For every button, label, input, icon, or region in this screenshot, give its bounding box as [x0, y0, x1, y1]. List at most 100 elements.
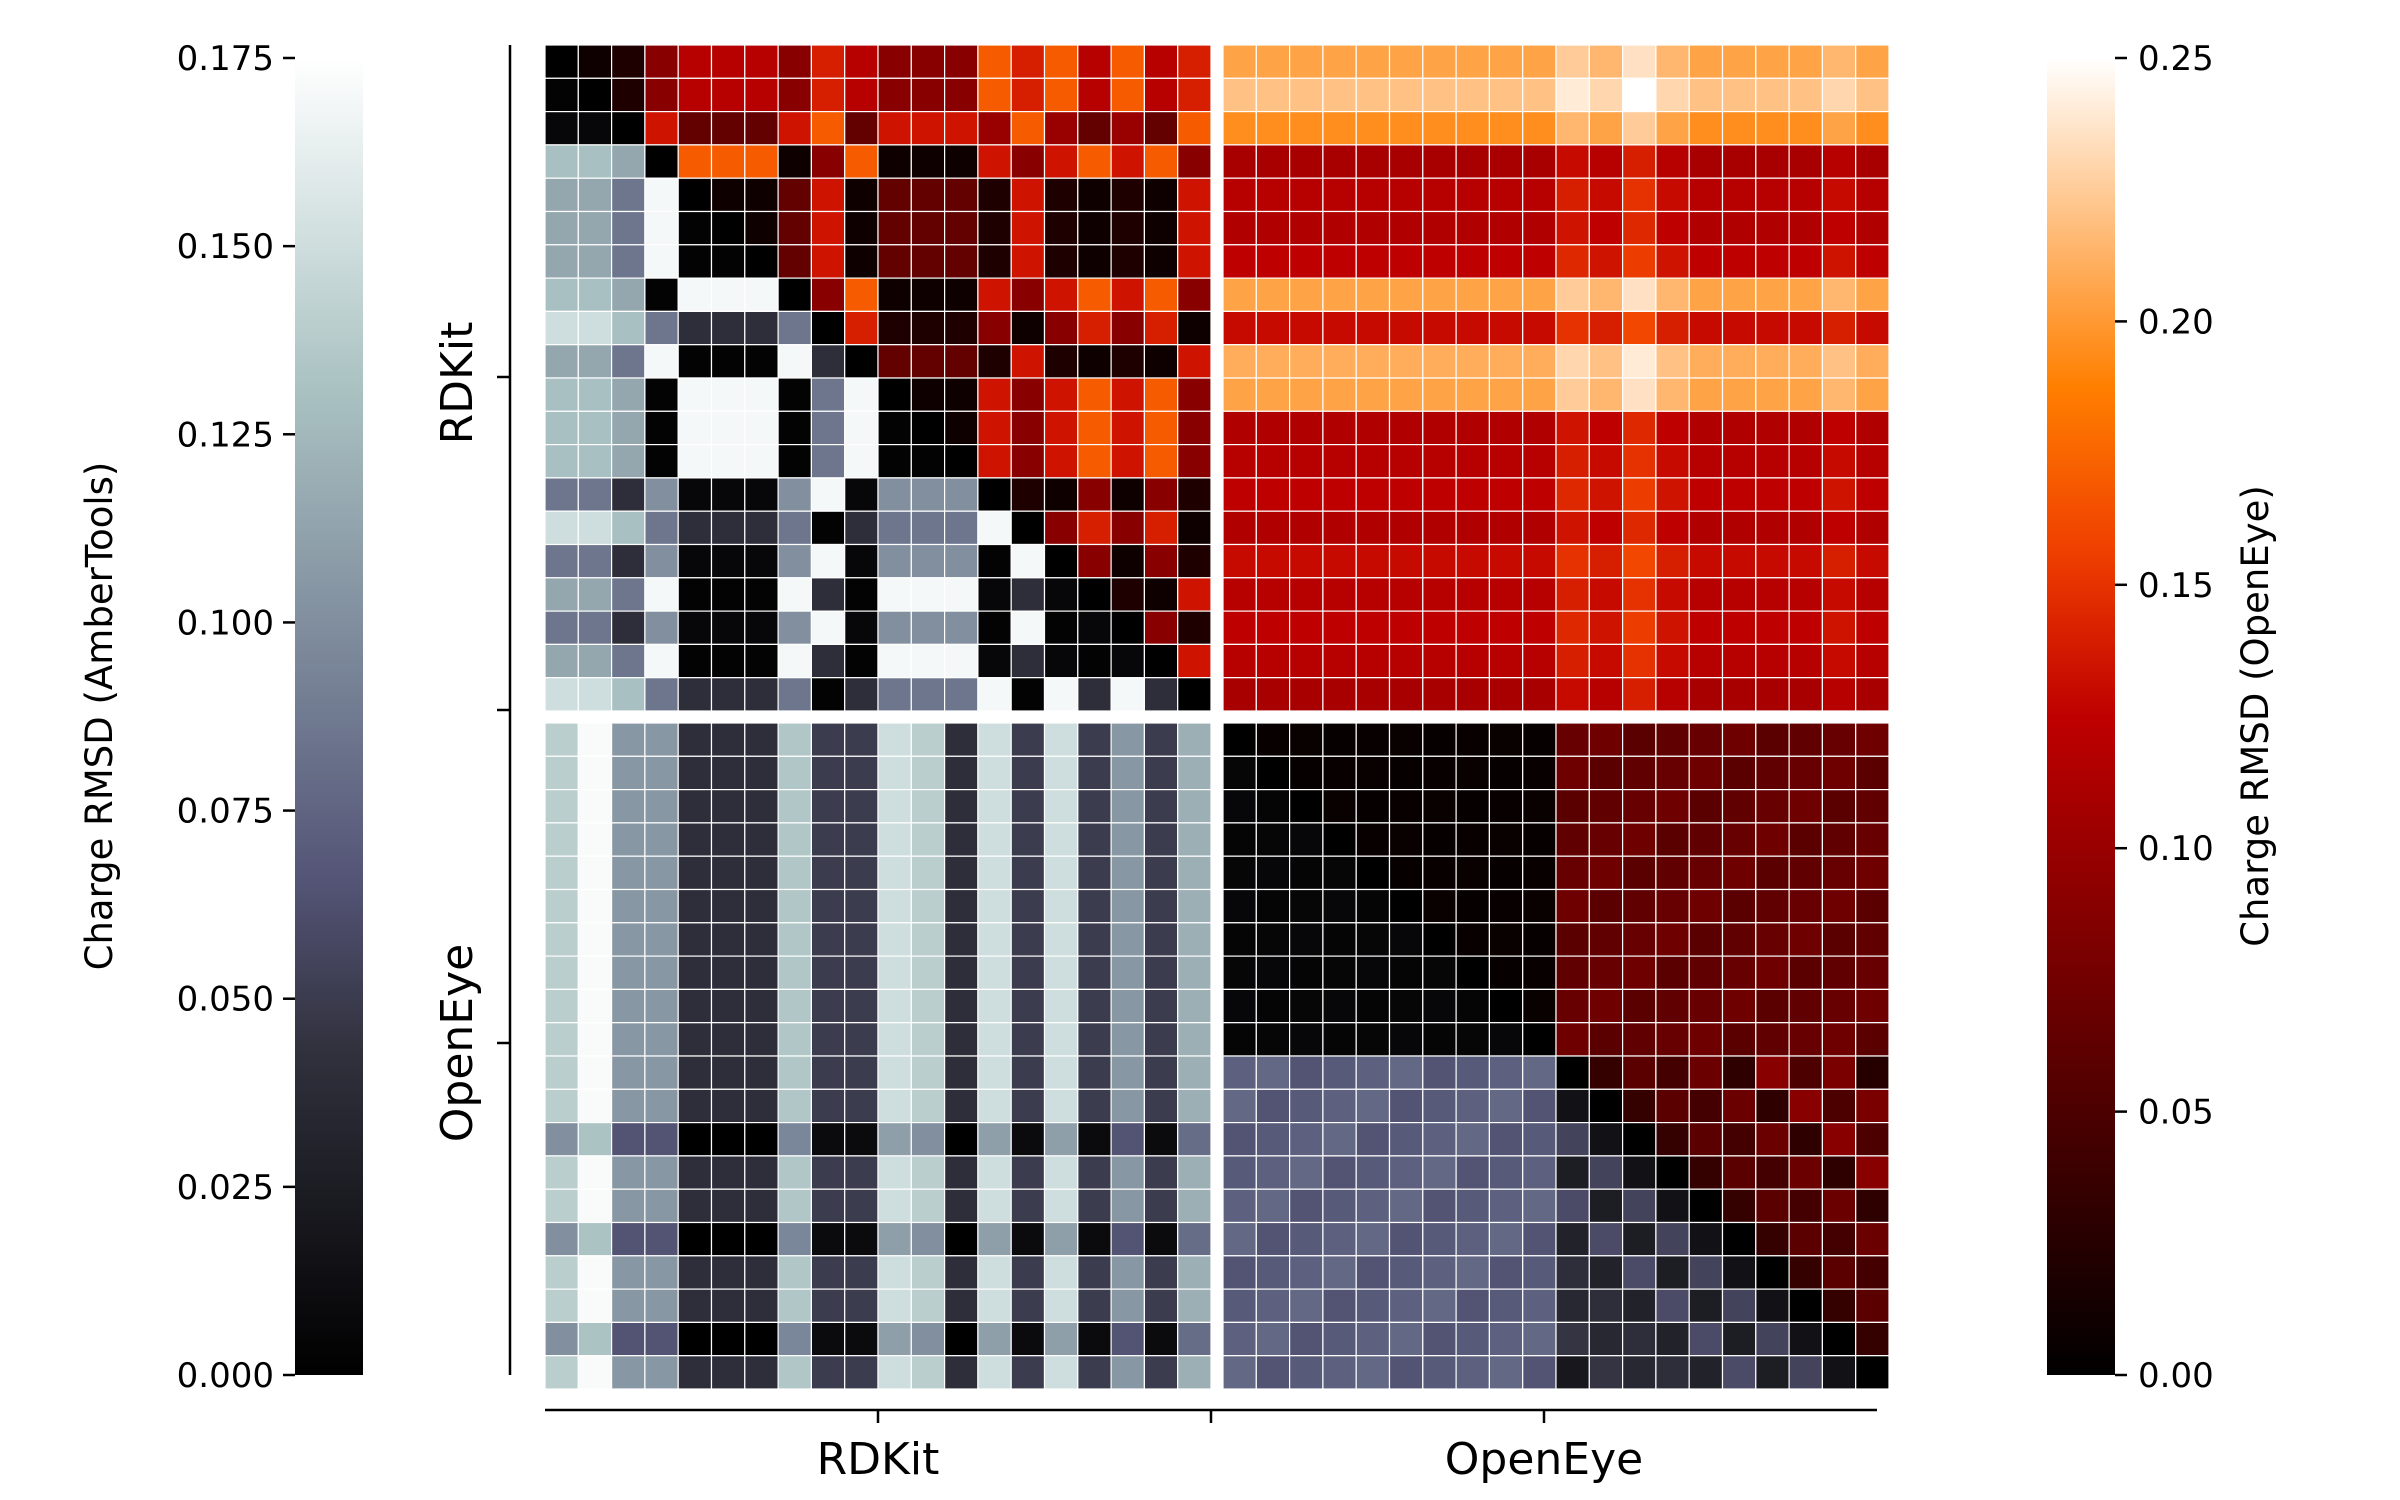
- heatmap-cell: [644, 110, 679, 146]
- heatmap-cell: [677, 277, 713, 313]
- heatmap-cell: [1621, 1221, 1657, 1257]
- heatmap-cell: [1143, 1055, 1179, 1090]
- heatmap-cell: [943, 855, 979, 891]
- heatmap-cell: [1788, 410, 1823, 446]
- heatmap-cell: [943, 722, 979, 757]
- heatmap-cell: [1522, 1155, 1557, 1190]
- heatmap-cell: [1821, 177, 1857, 213]
- heatmap-cell: [1588, 210, 1624, 246]
- heatmap-cell: [1355, 955, 1391, 990]
- heatmap-cell: [910, 955, 946, 990]
- heatmap-cell: [1288, 543, 1324, 579]
- heatmap-cell: [544, 988, 579, 1024]
- heatmap-cell: [1222, 822, 1257, 857]
- heatmap-cell: [544, 377, 579, 412]
- heatmap-cell: [1488, 888, 1524, 924]
- heatmap-cell: [1010, 344, 1046, 379]
- heatmap-cell: [1288, 277, 1324, 313]
- heatmap-cell: [1788, 677, 1823, 712]
- heatmap-cell: [1288, 1221, 1324, 1257]
- heatmap-cell: [1388, 444, 1424, 479]
- heatmap-cell: [544, 177, 579, 213]
- heatmap-cell: [1721, 788, 1757, 824]
- heatmap-cell: [943, 510, 979, 546]
- heatmap-cell: [644, 277, 679, 313]
- heatmap-cell: [844, 755, 879, 791]
- heatmap-cell: [1655, 577, 1690, 612]
- heatmap-cell: [1755, 577, 1790, 612]
- heatmap-cell: [544, 510, 579, 546]
- heatmap-cell: [1288, 244, 1324, 279]
- heatmap-cell: [777, 177, 812, 213]
- heatmap-cell: [577, 377, 613, 412]
- heatmap-cell: [1855, 477, 1890, 512]
- heatmap-cell: [1143, 1088, 1179, 1124]
- heatmap-cell: [1422, 410, 1457, 446]
- heatmap-cell: [1755, 277, 1790, 313]
- heatmap-cell: [710, 1221, 746, 1257]
- colorbar-tick-label: 0.05: [2138, 1093, 2214, 1133]
- heatmap-cell: [1322, 244, 1357, 279]
- heatmap-cell: [1488, 1155, 1524, 1190]
- heatmap-cell: [1388, 1288, 1424, 1323]
- heatmap-cell: [1322, 577, 1357, 612]
- heatmap-cell: [1110, 1288, 1145, 1323]
- heatmap-cell: [1555, 722, 1590, 757]
- heatmap-cell: [1255, 955, 1291, 990]
- heatmap-cell: [877, 822, 912, 857]
- heatmap-cell: [577, 955, 613, 990]
- heatmap-cell: [1788, 1188, 1823, 1224]
- heatmap-cell: [1288, 855, 1324, 891]
- heatmap-cell: [777, 144, 812, 179]
- heatmap-cell: [1110, 1088, 1145, 1124]
- heatmap-cell: [1755, 922, 1790, 957]
- heatmap-cell: [1755, 1155, 1790, 1190]
- heatmap-cell: [577, 444, 613, 479]
- heatmap-cell: [1110, 643, 1145, 679]
- heatmap-cell: [1322, 144, 1357, 179]
- heatmap-cell: [1177, 344, 1212, 379]
- heatmap-cell: [644, 677, 679, 712]
- heatmap-cell: [1143, 1288, 1179, 1323]
- heatmap-cell: [1322, 1121, 1357, 1157]
- heatmap-cell: [1821, 1288, 1857, 1323]
- heatmap-cell: [1355, 477, 1391, 512]
- heatmap-cell: [1010, 1088, 1046, 1124]
- heatmap-cell: [1855, 922, 1890, 957]
- heatmap-cell: [1655, 722, 1690, 757]
- heatmap-cell: [1721, 144, 1757, 179]
- heatmap-cell: [1322, 1355, 1357, 1390]
- heatmap-cell: [1488, 344, 1524, 379]
- heatmap-cell: [943, 1255, 979, 1290]
- heatmap-cell: [877, 610, 912, 645]
- heatmap-cell: [1488, 1288, 1524, 1323]
- heatmap-cell: [1422, 643, 1457, 679]
- heatmap-cell: [1488, 77, 1524, 113]
- heatmap-cell: [1488, 277, 1524, 313]
- heatmap-cell: [1010, 955, 1046, 990]
- heatmap-cell: [1355, 444, 1391, 479]
- heatmap-cell: [1755, 788, 1790, 824]
- heatmap-cell: [1821, 922, 1857, 957]
- heatmap-cell: [777, 344, 812, 379]
- heatmap-cell: [610, 110, 646, 146]
- heatmap-cell: [677, 144, 713, 179]
- heatmap-cell: [1721, 410, 1757, 446]
- heatmap-cell: [1110, 377, 1145, 412]
- heatmap-cell: [544, 310, 579, 346]
- heatmap-cell: [544, 1055, 579, 1090]
- heatmap-cell: [877, 110, 912, 146]
- heatmap-cell: [1010, 210, 1046, 246]
- heatmap-cell: [1043, 177, 1079, 213]
- heatmap-cell: [1522, 1121, 1557, 1157]
- heatmap-cell: [1077, 577, 1112, 612]
- heatmap-cell: [644, 1055, 679, 1090]
- heatmap-cell: [1588, 1221, 1624, 1257]
- heatmap-cell: [1655, 1121, 1690, 1157]
- heatmap-cell: [877, 722, 912, 757]
- heatmap-cell: [1388, 110, 1424, 146]
- heatmap-cell: [1555, 510, 1590, 546]
- heatmap-cell: [1322, 677, 1357, 712]
- heatmap-cell: [1077, 1188, 1112, 1224]
- heatmap-cell: [1143, 577, 1179, 612]
